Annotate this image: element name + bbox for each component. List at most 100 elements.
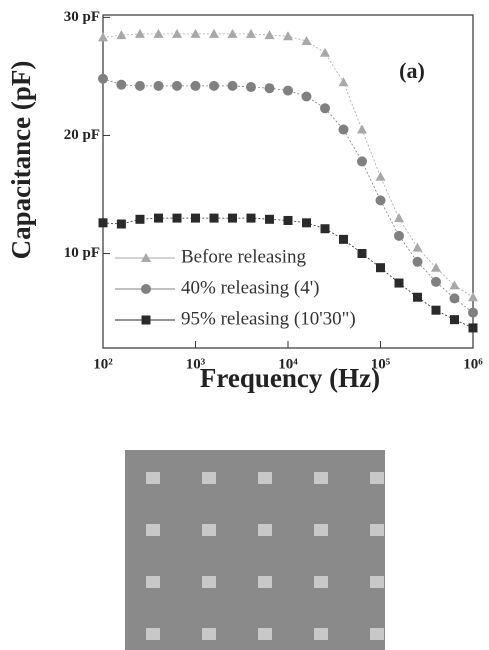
marker [301, 35, 312, 45]
x-tick-label: 10⁶ [463, 356, 483, 372]
marker [375, 171, 386, 181]
pad [258, 628, 272, 640]
y-tick-label: 20 pF [64, 127, 100, 143]
marker [412, 256, 423, 267]
marker [430, 276, 441, 287]
marker [430, 262, 441, 272]
marker [357, 249, 367, 259]
marker [449, 293, 460, 304]
marker [245, 28, 256, 38]
micrograph-background [125, 450, 385, 650]
marker [209, 213, 219, 223]
marker [209, 28, 220, 38]
marker [264, 30, 275, 40]
annotation: (a) [399, 58, 425, 83]
pad [146, 524, 160, 536]
marker [338, 124, 349, 135]
pad [202, 472, 216, 484]
y-tick-label: 30 pF [64, 9, 100, 25]
marker [134, 80, 145, 91]
y-axis-label: Capacitance (pF) [6, 61, 36, 260]
marker [283, 215, 293, 225]
marker [301, 91, 312, 102]
marker [376, 263, 385, 273]
marker [449, 315, 459, 325]
pad [258, 524, 272, 536]
pad [370, 576, 384, 588]
x-tick-label: 10⁴ [278, 356, 298, 372]
marker [98, 218, 108, 228]
marker [283, 31, 293, 41]
y-tick-label: 10 pF [64, 245, 100, 261]
legend-marker [141, 315, 151, 325]
marker [283, 85, 293, 96]
pad [202, 628, 216, 640]
pad [146, 472, 160, 484]
x-tick-label: 10² [93, 356, 113, 372]
marker [116, 219, 126, 229]
marker [393, 230, 404, 241]
pad [314, 524, 328, 536]
pad [314, 472, 328, 484]
marker [393, 213, 404, 223]
marker [98, 73, 108, 84]
pad [370, 472, 384, 484]
marker [134, 28, 145, 38]
marker [375, 195, 386, 206]
legend-marker [141, 284, 151, 294]
marker [246, 213, 256, 223]
legend-marker [141, 253, 151, 262]
micrograph [125, 450, 385, 650]
x-tick-label: 10³ [186, 356, 206, 372]
marker [265, 214, 275, 224]
marker [228, 213, 238, 223]
legend-label: 40% releasing (4') [181, 277, 319, 298]
marker [302, 218, 312, 228]
marker [153, 80, 164, 91]
marker [116, 79, 127, 90]
marker [320, 224, 330, 234]
marker [191, 213, 200, 223]
marker [190, 80, 201, 91]
marker [320, 47, 331, 57]
marker [449, 280, 460, 290]
pad [258, 472, 272, 484]
marker [357, 156, 368, 167]
marker [394, 278, 404, 288]
series-line [102, 78, 474, 313]
x-axis-label: Frequency (Hz) [200, 363, 380, 393]
marker [172, 28, 183, 38]
marker [245, 82, 256, 93]
pad [370, 524, 384, 536]
pad [370, 628, 384, 640]
marker [116, 30, 127, 40]
marker [153, 213, 163, 223]
marker [468, 307, 478, 318]
marker [339, 234, 349, 244]
pad [314, 628, 328, 640]
marker [209, 80, 220, 91]
pad [258, 576, 272, 588]
marker [468, 292, 478, 302]
legend-label: 95% releasing (10'30") [181, 308, 356, 329]
marker [190, 28, 201, 38]
pad [146, 576, 160, 588]
pad [202, 524, 216, 536]
pad [314, 576, 328, 588]
marker [357, 124, 368, 134]
marker [412, 242, 423, 252]
pad [146, 628, 160, 640]
marker [135, 214, 145, 224]
marker [413, 292, 423, 302]
marker [172, 80, 183, 91]
marker [227, 28, 238, 38]
marker [320, 103, 331, 114]
pad [202, 576, 216, 588]
marker [338, 77, 349, 87]
marker [172, 213, 182, 223]
marker [431, 305, 441, 315]
marker [264, 83, 275, 94]
marker [153, 28, 164, 38]
marker [227, 80, 238, 91]
